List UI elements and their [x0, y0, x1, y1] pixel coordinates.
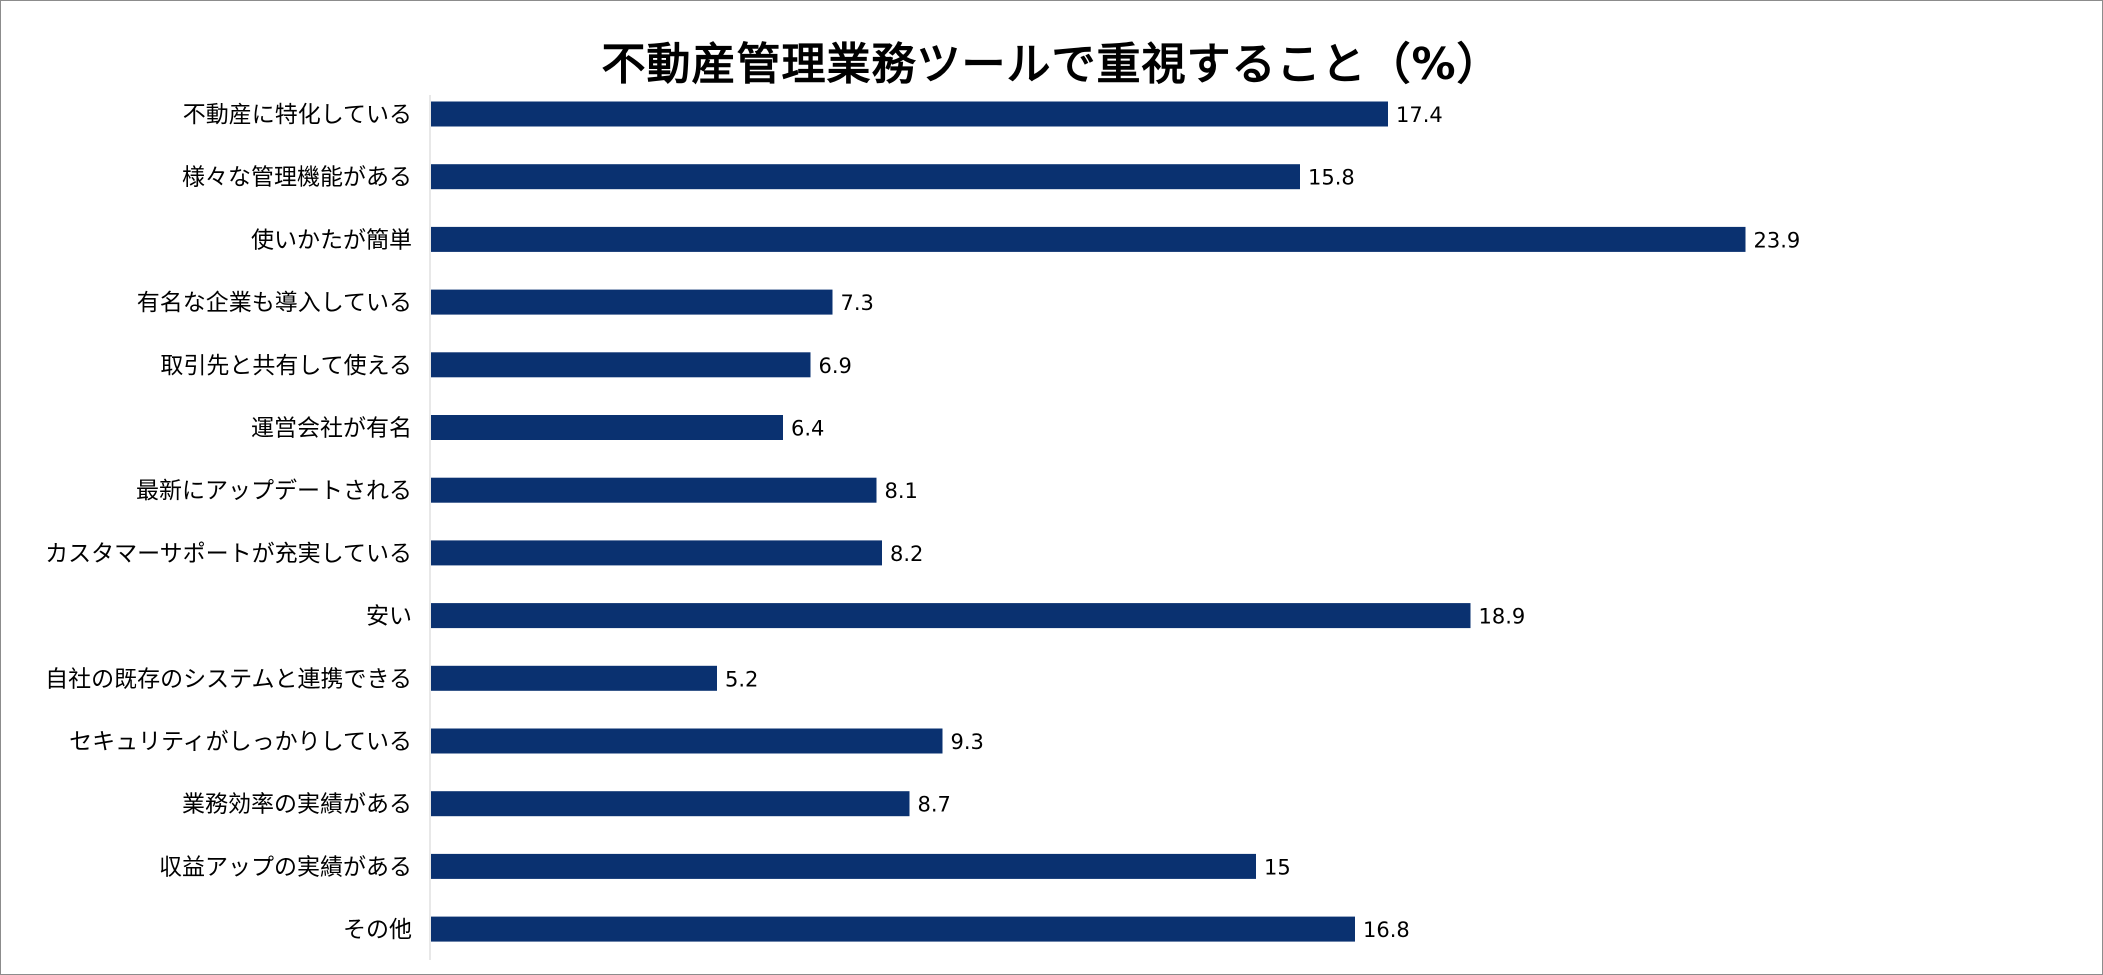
data-label: 18.9	[1479, 605, 1526, 629]
bar	[431, 101, 1388, 127]
bar	[431, 226, 1746, 252]
data-label: 15	[1264, 855, 1291, 879]
category-label: セキュリティがしっかりしている	[69, 729, 412, 755]
category-label: その他	[343, 917, 412, 943]
category-label: 様々な管理機能がある	[182, 165, 412, 191]
chart-title: 不動産管理業務ツールで重視すること（%）	[601, 39, 1502, 90]
bar	[431, 791, 910, 817]
bar	[431, 164, 1300, 190]
bar	[431, 352, 811, 378]
data-label: 23.9	[1754, 228, 1801, 252]
bar	[431, 477, 877, 503]
bar	[431, 289, 833, 315]
bar	[431, 603, 1471, 629]
data-label: 17.4	[1396, 103, 1443, 127]
category-label: 不動産に特化している	[183, 102, 412, 128]
bar	[431, 415, 783, 440]
bar	[431, 665, 717, 691]
category-label: 取引先と共有して使える	[160, 353, 412, 379]
data-label: 8.2	[890, 542, 923, 566]
data-label: 6.9	[819, 354, 852, 378]
data-label: 6.4	[791, 417, 824, 441]
data-label: 16.8	[1363, 918, 1410, 942]
data-label: 15.8	[1308, 166, 1355, 190]
bar	[431, 916, 1355, 942]
data-label: 5.2	[725, 667, 758, 691]
data-label: 8.1	[885, 479, 918, 503]
data-label: 9.3	[951, 730, 984, 754]
data-label: 7.3	[841, 291, 874, 315]
category-label: 有名な企業も導入している	[137, 290, 412, 316]
category-label: 安い	[366, 604, 412, 630]
data-label: 8.7	[918, 793, 951, 817]
bar	[431, 853, 1256, 879]
category-label: 収益アップの実績がある	[159, 854, 412, 880]
category-label: 運営会社が有名	[251, 416, 412, 442]
category-label: 使いかたが簡単	[251, 227, 412, 253]
category-label: 業務効率の実績がある	[182, 792, 412, 818]
category-label: カスタマーサポートが充実している	[45, 541, 412, 567]
bar	[431, 728, 943, 754]
bar	[431, 540, 882, 566]
category-label: 最新にアップデートされる	[136, 478, 412, 504]
category-label: 自社の既存のシステムと連携できる	[45, 666, 412, 692]
